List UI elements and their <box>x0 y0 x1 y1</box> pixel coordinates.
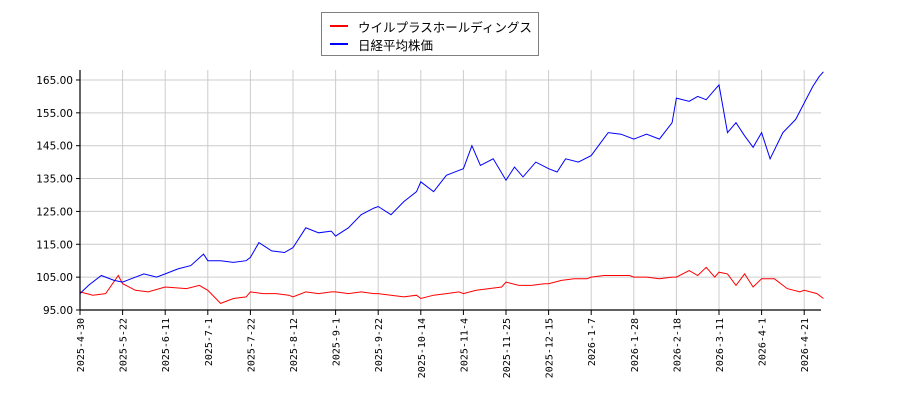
y-tick-label: 125.00 <box>36 206 73 218</box>
legend-swatch-blue <box>330 43 348 45</box>
x-tick-label: 2026-4-1 <box>758 318 769 366</box>
x-tick-label: 2026-1-7 <box>587 318 598 366</box>
grid-lines <box>80 70 821 310</box>
x-tick-label: 2026-1-28 <box>630 318 641 372</box>
x-tick-label: 2025-7-1 <box>204 318 215 366</box>
x-tick-label: 2025-7-22 <box>246 318 257 372</box>
x-tick-label: 2026-4-21 <box>800 318 811 372</box>
legend-label: ウイルプラスホールディングス <box>358 19 532 35</box>
y-tick-label: 105.00 <box>36 272 73 284</box>
x-tick-label: 2025-11-25 <box>502 318 513 378</box>
x-tick-label: 2025-5-22 <box>119 318 130 372</box>
legend-swatch-red <box>330 25 348 27</box>
x-tick-label: 2025-12-15 <box>545 318 556 378</box>
x-tick-label: 2025-10-14 <box>417 318 428 378</box>
x-tick-label: 2025-4-30 <box>76 318 87 372</box>
x-tick-label: 2026-2-18 <box>672 318 683 372</box>
chart-legend: ウイルプラスホールディングス 日経平均株価 <box>321 12 539 56</box>
x-tick-label: 2025-8-12 <box>289 318 300 372</box>
y-axis-ticks: 95.00 105.00 115.00 125.00 135.00 145.00 155.0… <box>36 75 73 317</box>
legend-label: 日経平均株価 <box>358 37 434 53</box>
y-tick-label: 145.00 <box>36 141 73 153</box>
x-tick-label: 2026-3-11 <box>715 318 726 372</box>
nikkei-line <box>79 71 824 294</box>
x-tick-label: 2025-11-4 <box>459 318 470 372</box>
series-lines <box>79 71 824 304</box>
y-tick-label: 165.00 <box>36 75 73 87</box>
willplus-line <box>79 266 824 304</box>
legend-item-nikkei: 日経平均株価 <box>330 35 433 53</box>
legend-item-willplus: ウイルプラスホールディングス <box>330 17 532 35</box>
axes <box>76 70 821 315</box>
x-tick-label: 2025-6-11 <box>161 318 172 372</box>
y-tick-label: 95.00 <box>43 305 73 317</box>
x-axis-ticks: 2025-4-30 2025-5-22 2025-6-11 2025-7-1 2025-… <box>76 318 811 378</box>
y-tick-label: 155.00 <box>36 108 73 120</box>
y-tick-label: 115.00 <box>36 239 73 251</box>
y-tick-label: 135.00 <box>36 174 73 186</box>
x-tick-label: 2025-9-22 <box>374 318 385 372</box>
x-tick-label: 2025-9-1 <box>332 318 343 366</box>
